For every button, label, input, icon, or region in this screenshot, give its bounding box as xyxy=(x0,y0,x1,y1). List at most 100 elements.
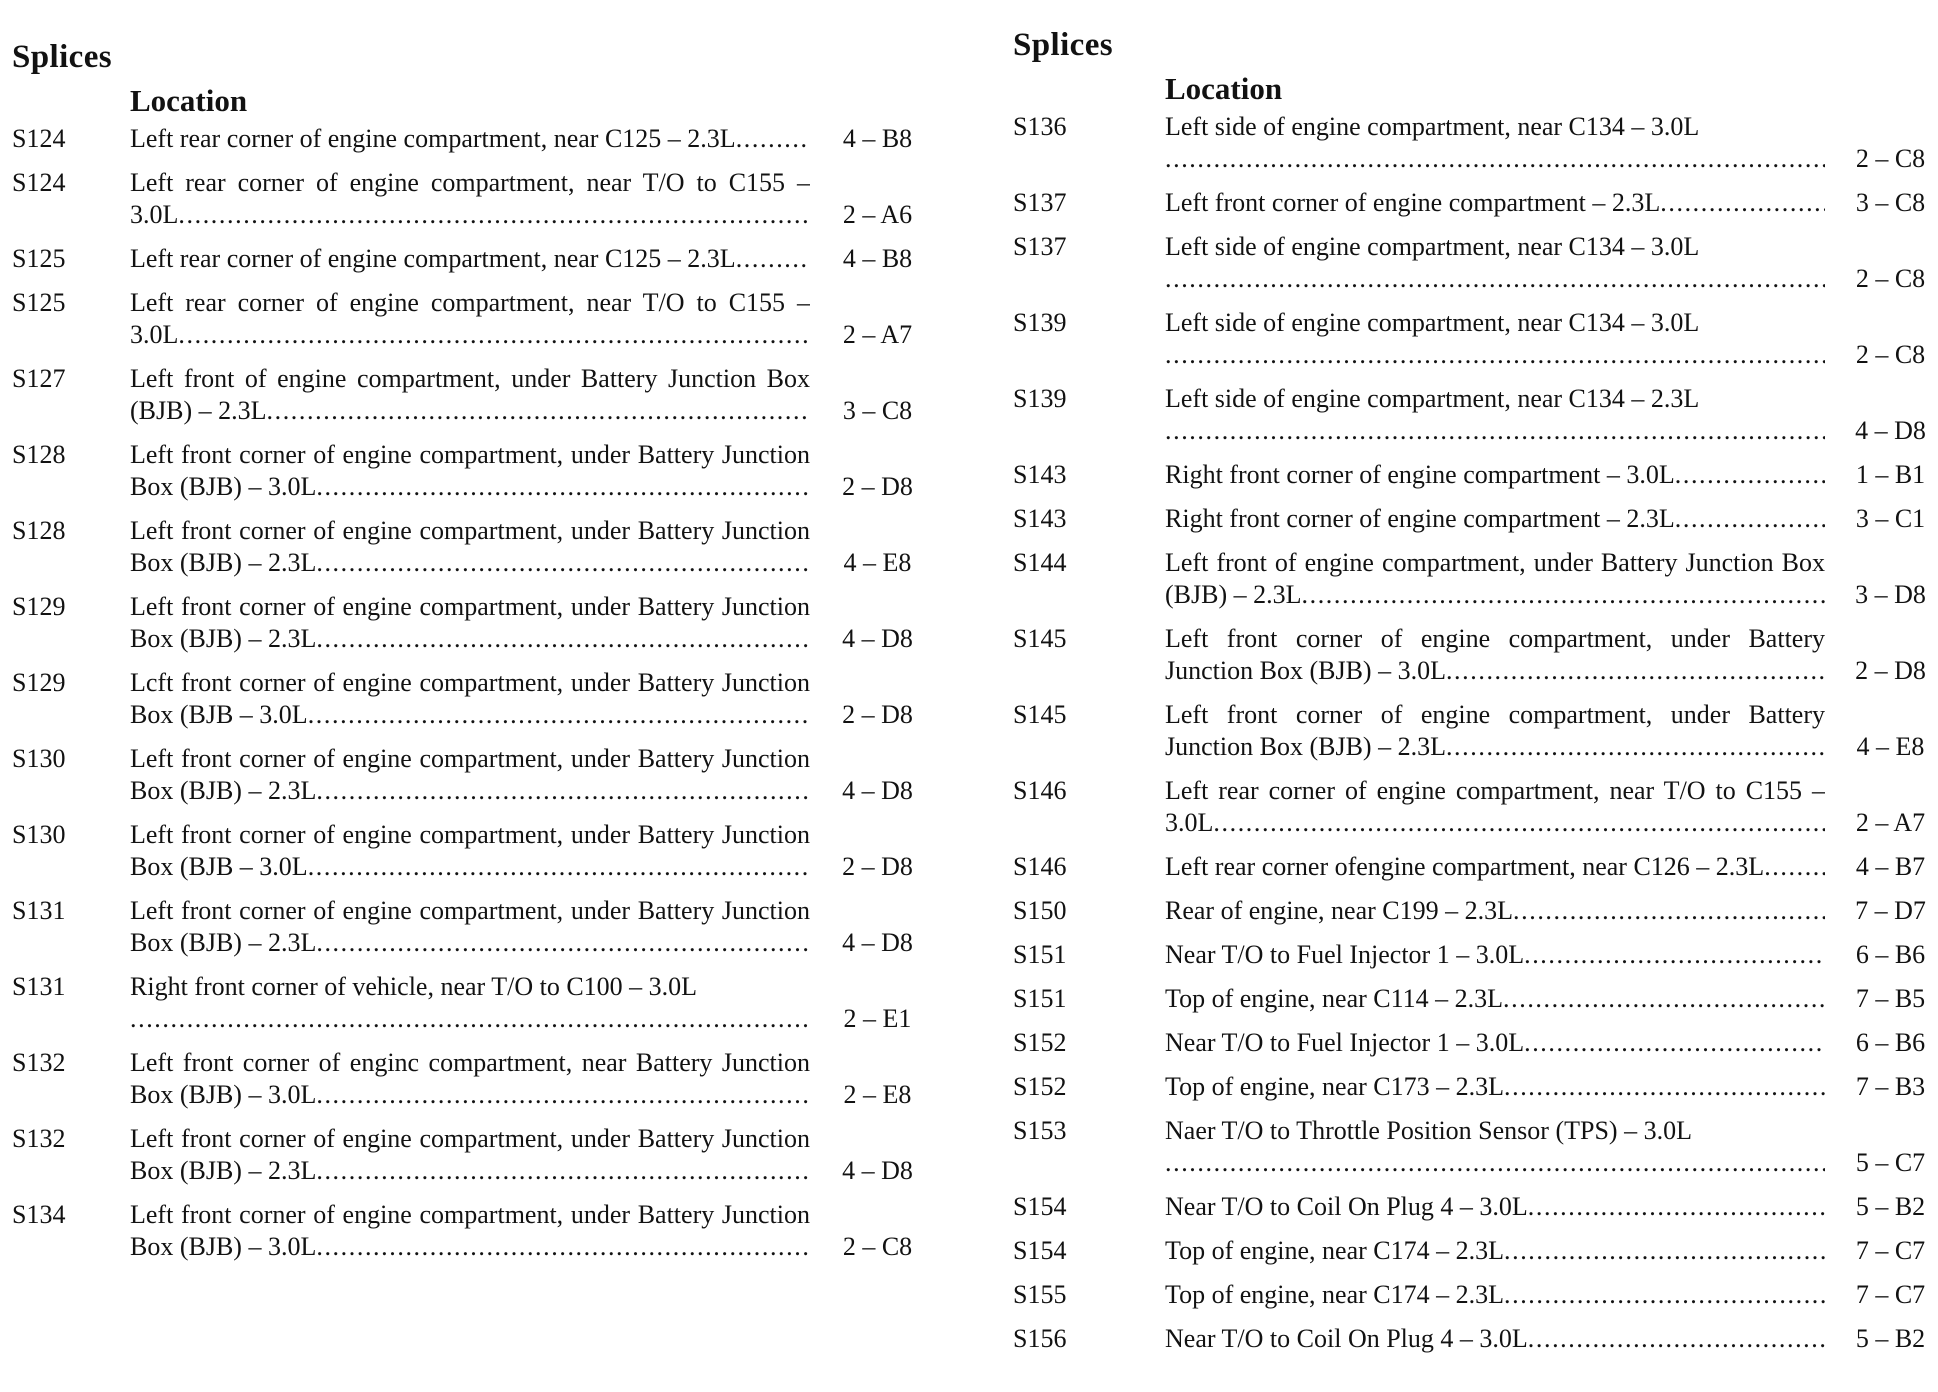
splice-id: S128 xyxy=(12,440,66,470)
splice-row: S139 Left side of engine compartment, ne… xyxy=(1013,307,1938,371)
page-title: Splices xyxy=(1013,27,1113,63)
splice-id: S124 xyxy=(12,168,66,198)
splice-row: S137 Left front corner of engine compart… xyxy=(1013,187,1938,219)
page-grid-ref: 4 – B8 xyxy=(842,244,913,274)
splice-row: S125 Left rear corner of engine compartm… xyxy=(12,287,927,351)
page-grid-ref: 4 – D8 xyxy=(842,1156,913,1186)
splice-row: S154 Top of engine, near C174 – 2.3L 7 –… xyxy=(1013,1235,1938,1267)
splice-row: S144 Left front of engine compartment, u… xyxy=(1013,547,1938,611)
page-grid-ref: 2 – E8 xyxy=(843,1080,912,1110)
page-grid-ref: 3 – C8 xyxy=(1855,188,1926,218)
splice-location: Near T/O to Coil On Plug 4 – 3.0L xyxy=(1165,1323,1825,1355)
splice-row: S137 Left side of engine compartment, ne… xyxy=(1013,231,1938,295)
splice-location-text: Left front corner of engine compartment,… xyxy=(130,516,810,578)
page-grid-ref: 7 – C7 xyxy=(1855,1280,1926,1310)
page-grid-ref: 5 – C7 xyxy=(1855,1148,1926,1178)
page-grid-ref: 5 – B2 xyxy=(1855,1192,1926,1222)
splice-location-text: Left front corner of engine compartment,… xyxy=(1165,624,1825,686)
splice-location: Left front corner of engine compartment,… xyxy=(130,1199,810,1263)
splice-location: Near T/O to Fuel Injector 1 – 3.0L xyxy=(1165,1027,1825,1059)
splice-row: S155 Top of engine, near C174 – 2.3L 7 –… xyxy=(1013,1279,1938,1311)
splice-row: S129 Left front corner of engine compart… xyxy=(12,591,927,655)
page-grid-ref: 2 – C8 xyxy=(1855,340,1926,370)
splice-location: Lcft front corner of engine compartment,… xyxy=(130,667,810,731)
splice-id: S153 xyxy=(1013,1116,1067,1146)
splice-location: Left side of engine compartment, near C1… xyxy=(1165,231,1825,295)
page-grid-ref: 2 – A7 xyxy=(1855,808,1926,838)
splice-location: Left front corner of enginc compartment,… xyxy=(130,1047,810,1111)
splice-row: S125 Left rear corner of engine compartm… xyxy=(12,243,927,275)
splice-location-text: Left front corner of engine compartment,… xyxy=(1165,700,1825,762)
splice-location-text: Top of engine, near C174 – 2.3L xyxy=(1165,1236,1504,1266)
page-grid-ref: 2 – D8 xyxy=(842,700,913,730)
splice-row: S124 Left rear corner of engine compartm… xyxy=(12,167,927,231)
page-grid-ref: 2 – C8 xyxy=(1855,144,1926,174)
splice-location-text: Left side of engine compartment, near C1… xyxy=(1165,112,1700,142)
splice-location: Left side of engine compartment, near C1… xyxy=(1165,307,1825,371)
splice-id: S146 xyxy=(1013,852,1067,882)
splice-location-text: Left front corner of engine compartment,… xyxy=(130,896,810,958)
page-grid-ref: 2 – A6 xyxy=(842,200,913,230)
splice-location-text: Near T/O to Fuel Injector 1 – 3.0L xyxy=(1165,1028,1525,1058)
splice-location: Left side of engine compartment, near C1… xyxy=(1165,111,1825,175)
splice-location-text: Near T/O to Coil On Plug 4 – 3.0L xyxy=(1165,1324,1528,1354)
splice-location: Left front of engine compartment, under … xyxy=(1165,547,1825,611)
page-grid-ref: 6 – B6 xyxy=(1855,1028,1926,1058)
splice-location: Left rear corner of engine compartment, … xyxy=(130,167,810,231)
splice-row: S128 Left front corner of engine compart… xyxy=(12,515,927,579)
splice-id: S128 xyxy=(12,516,66,546)
splice-location: Left front corner of engine compartment,… xyxy=(130,743,810,807)
splice-id: S146 xyxy=(1013,776,1067,806)
splice-id: S143 xyxy=(1013,460,1067,490)
splice-location-text: Left front corner of engine compartment,… xyxy=(130,1124,810,1186)
splice-location: Near T/O to Fuel Injector 1 – 3.0L xyxy=(1165,939,1825,971)
splices-column-left: Splices Location S124 Left rear corner o… xyxy=(12,40,927,1367)
splice-location-text: Left front corner of engine compartment,… xyxy=(130,592,810,654)
splice-id: S145 xyxy=(1013,700,1067,730)
splice-location-text: Left front corner of enginc compartment,… xyxy=(130,1048,810,1110)
splice-id: S125 xyxy=(12,288,66,318)
page-grid-ref: 7 – D7 xyxy=(1855,896,1926,926)
page-grid-ref: 2 – E1 xyxy=(843,1004,912,1034)
page-grid-ref: 4 – E8 xyxy=(1856,732,1925,762)
page-grid-ref: 7 – B3 xyxy=(1855,1072,1926,1102)
splice-location-text: Naer T/O to Throttle Position Sensor (TP… xyxy=(1165,1116,1692,1146)
splice-id: S143 xyxy=(1013,504,1067,534)
splice-row: S128 Left front corner of engine compart… xyxy=(12,439,927,503)
page-grid-ref: 4 – D8 xyxy=(842,776,913,806)
splice-location: Left front corner of engine compartment,… xyxy=(1165,623,1825,687)
splice-row: S143 Right front corner of engine compar… xyxy=(1013,459,1938,491)
splice-location-text: Left front corner of engine compartment … xyxy=(1165,188,1661,218)
splice-id: S124 xyxy=(12,124,66,154)
splice-location: Near T/O to Coil On Plug 4 – 3.0L xyxy=(1165,1191,1825,1223)
splice-location-text: Right front corner of vehicle, near T/O … xyxy=(130,972,698,1002)
splice-row: S139 Left side of engine compartment, ne… xyxy=(1013,383,1938,447)
splice-location-text: Left side of engine compartment, near C1… xyxy=(1165,308,1700,338)
splice-row: S136 Left side of engine compartment, ne… xyxy=(1013,111,1938,175)
splice-row: S154 Near T/O to Coil On Plug 4 – 3.0L 5… xyxy=(1013,1191,1938,1223)
splice-location-text: Left rear corner of engine compartment, … xyxy=(1165,776,1825,838)
splice-location: Left front of engine compartment, under … xyxy=(130,363,810,427)
splice-row: S152 Top of engine, near C173 – 2.3L 7 –… xyxy=(1013,1071,1938,1103)
page-grid-ref: 2 – D8 xyxy=(1855,656,1926,686)
splice-location-text: Left front corner of engine compartment,… xyxy=(130,440,810,502)
splice-location-text: Left front corner of engine compartment,… xyxy=(130,1200,810,1262)
splice-location-text: Near T/O to Fuel Injector 1 – 3.0L xyxy=(1165,940,1525,970)
splice-location-text: Left front corner of engine compartment,… xyxy=(130,820,810,882)
splice-row: S145 Left front corner of engine compart… xyxy=(1013,623,1938,687)
splice-id: S150 xyxy=(1013,896,1067,926)
page-grid-ref: 7 – C7 xyxy=(1855,1236,1926,1266)
splice-id: S152 xyxy=(1013,1028,1067,1058)
splice-location: Left rear corner ofengine compartment, n… xyxy=(1165,851,1825,883)
splice-location: Left front corner of engine compartment … xyxy=(1165,187,1825,219)
page-grid-ref: 6 – B6 xyxy=(1855,940,1926,970)
splice-id: S130 xyxy=(12,744,66,774)
splice-id: S155 xyxy=(1013,1280,1067,1310)
splice-id: S144 xyxy=(1013,548,1067,578)
splice-row: S124 Left rear corner of engine compartm… xyxy=(12,123,927,155)
splice-location: Top of engine, near C114 – 2.3L xyxy=(1165,983,1825,1015)
splice-id: S151 xyxy=(1013,984,1067,1014)
splice-id: S132 xyxy=(12,1048,66,1078)
page-grid-ref: 2 – C8 xyxy=(842,1232,913,1262)
